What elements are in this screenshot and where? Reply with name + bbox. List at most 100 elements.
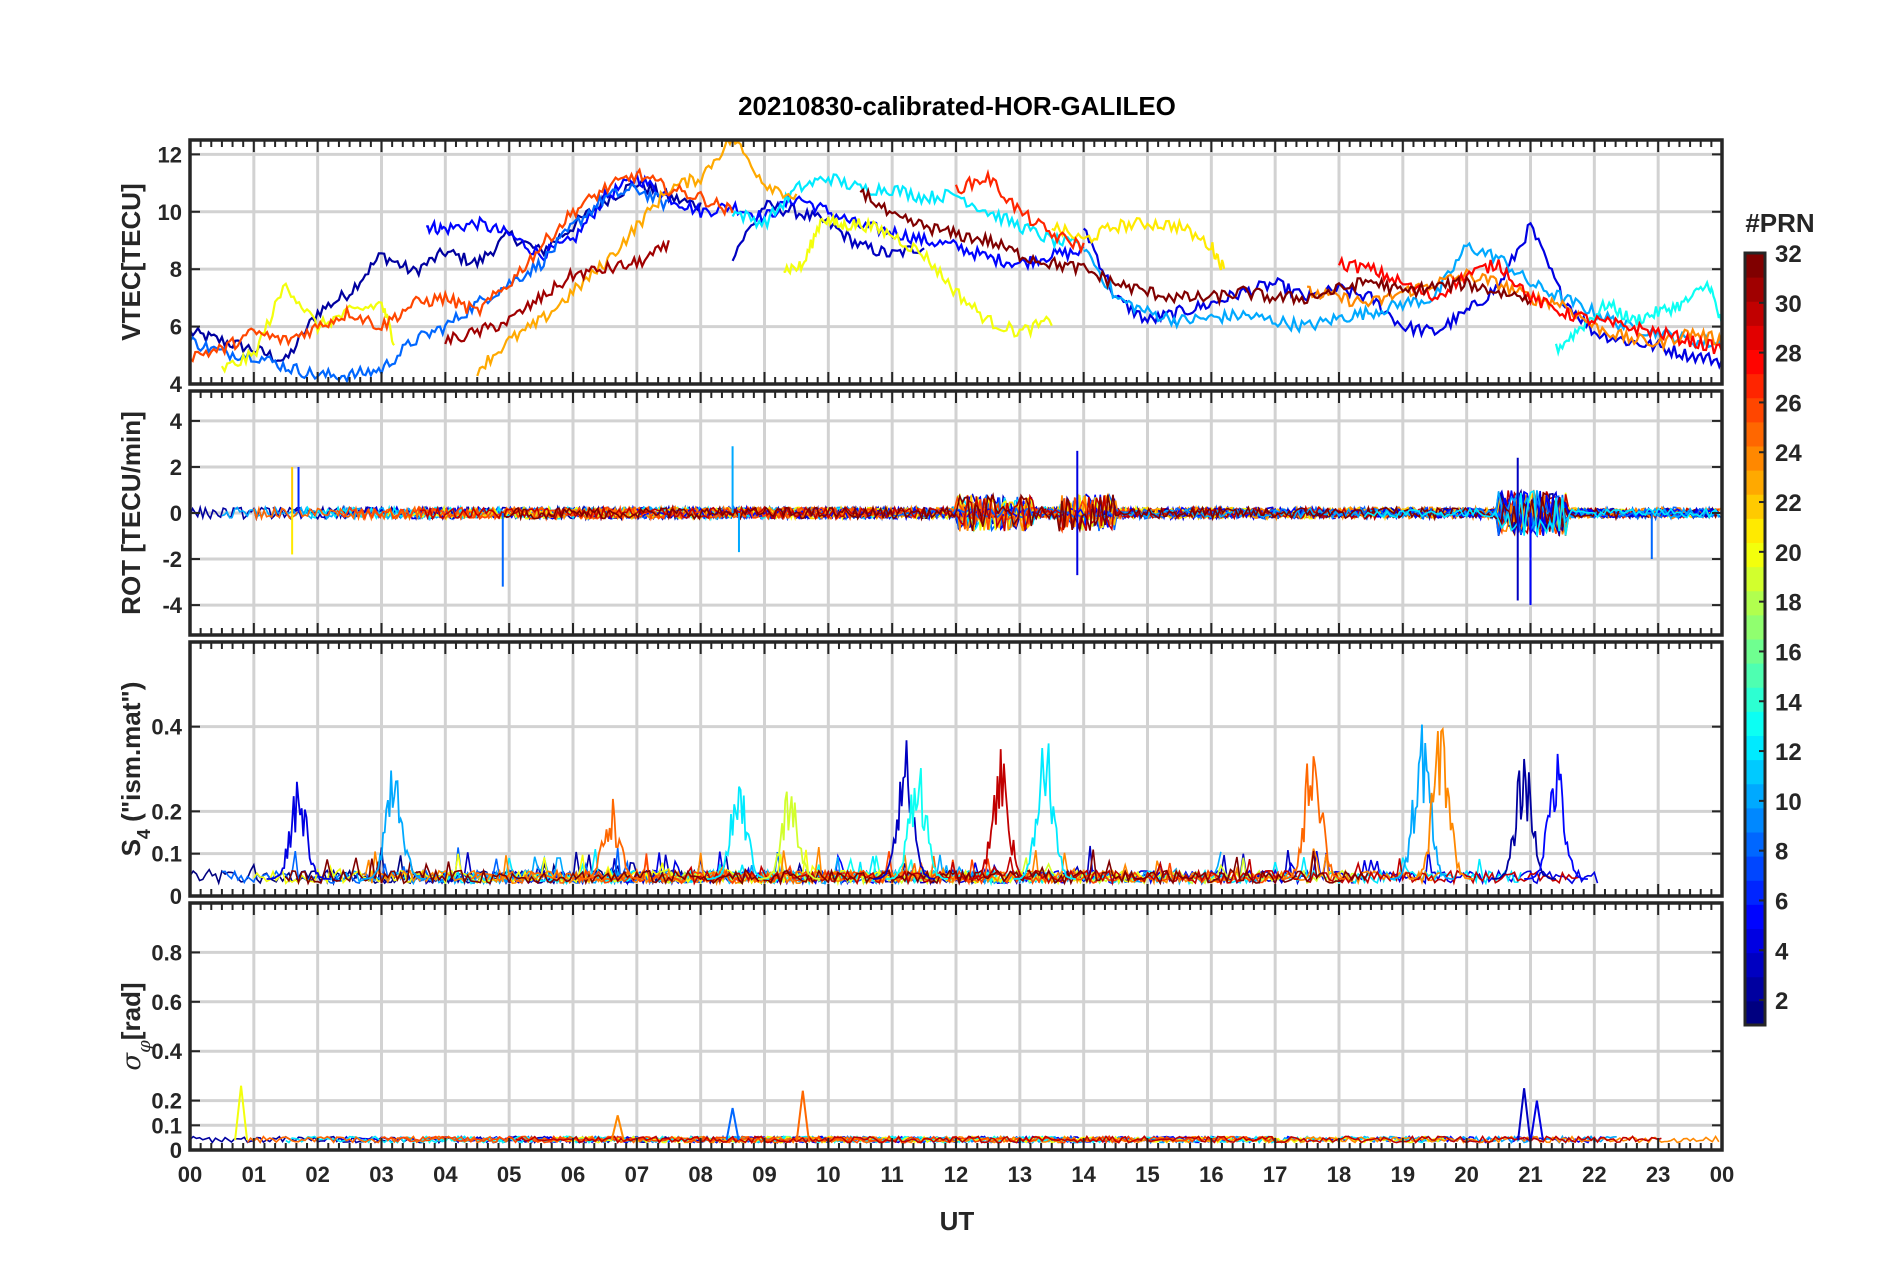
vtec-series-line	[1083, 241, 1722, 350]
colorbar-tick-label: 10	[1775, 789, 1802, 816]
chart-title: 20210830-calibrated-HOR-GALILEO	[738, 91, 1176, 121]
colorbar-swatch	[1745, 349, 1765, 375]
colorbar-tick-label: 18	[1775, 590, 1802, 617]
colorbar-tick-label: 20	[1775, 540, 1802, 567]
axis-ticks	[189, 140, 1723, 385]
data-lines	[190, 446, 1722, 606]
s4-peak	[362, 770, 427, 880]
colorbar-tick-label: 8	[1775, 839, 1788, 866]
colorbar-swatch	[1745, 373, 1765, 399]
rot-panel: -4 -2 0 2 4 ROT [TECU/min]	[116, 389, 1724, 637]
x-axis-label: UT	[940, 1206, 975, 1236]
x-tick-label: 17	[1263, 1162, 1287, 1187]
sigma-phi-panel: 00.10.2 0.4 0.6 0.8 σφ[rad] 00 01 02 03 04 05 06 07 0…	[116, 901, 1734, 1187]
y-tick-label: 0.2	[151, 1089, 182, 1114]
rot-series-line	[1363, 489, 1720, 536]
x-tick-label: 00	[1710, 1162, 1734, 1187]
colorbar-swatch	[1745, 470, 1765, 495]
s4-peak	[1390, 724, 1454, 880]
vtec-series-line	[220, 281, 396, 374]
colorbar-tick-label: 12	[1775, 739, 1802, 766]
colorbar-swatch	[1745, 711, 1765, 736]
colorbar-swatch	[1745, 566, 1765, 592]
data-lines	[190, 1085, 1720, 1145]
colorbar-swatch	[1745, 590, 1765, 616]
y-tick-label: 0.6	[151, 990, 182, 1015]
s4-peak	[707, 786, 770, 880]
vtec-series-line	[783, 212, 1053, 340]
sigma-peak	[234, 1085, 249, 1141]
colorbar-swatch	[1745, 253, 1765, 278]
s4-peak	[1409, 726, 1474, 880]
x-tick-label: 13	[1008, 1162, 1032, 1187]
x-tick-label: 07	[625, 1162, 649, 1187]
x-tick-label: 22	[1582, 1162, 1606, 1187]
colorbar-swatch	[1745, 494, 1765, 519]
colorbar-swatch	[1745, 397, 1765, 423]
colorbar-swatch	[1745, 832, 1765, 857]
colorbar-swatch	[1745, 518, 1765, 543]
x-tick-label: 21	[1518, 1162, 1542, 1187]
x-tick-label: 08	[688, 1162, 712, 1187]
vtec-series-line	[954, 168, 1085, 255]
s4-peak	[1524, 753, 1588, 880]
x-tick-label: 05	[497, 1162, 521, 1187]
colorbar-tick-label: 16	[1775, 639, 1802, 666]
y-tick-label: 0.8	[151, 940, 182, 965]
colorbar-swatch	[1745, 614, 1765, 640]
colorbar-swatch	[1745, 446, 1765, 471]
sigma-peak	[725, 1107, 740, 1141]
y-axis-label: ROT [TECU/min]	[116, 411, 146, 615]
x-tick-label: 11	[881, 1162, 904, 1187]
colorbar-swatch	[1745, 421, 1765, 447]
vtec-series-line	[1082, 221, 1722, 370]
vtec-series-line	[444, 239, 670, 347]
y-tick-label: 12	[158, 142, 182, 167]
vtec-series-line	[859, 186, 1532, 307]
y-tick-label: 2	[170, 455, 182, 480]
y-tick-label: 4	[170, 409, 183, 434]
y-tick-label: 6	[170, 315, 182, 340]
colorbar-swatch	[1745, 301, 1765, 326]
axis-ticks	[189, 391, 1723, 635]
x-tick-label: 14	[1071, 1162, 1096, 1187]
y-tick-label: 0	[170, 884, 182, 909]
s4-peak	[758, 791, 821, 880]
colorbar-tick-label: 22	[1775, 490, 1802, 517]
s4-peak	[1281, 756, 1346, 880]
colorbar-tick-label: 30	[1775, 291, 1802, 318]
s4-peak	[968, 749, 1032, 880]
x-tick-label: 10	[816, 1162, 840, 1187]
colorbar-swatch	[1745, 783, 1765, 809]
s4-peak	[885, 768, 949, 880]
vtec-series-line	[1051, 217, 1226, 271]
y-tick-label: 0	[170, 501, 182, 526]
colorbar-swatch	[1745, 807, 1765, 833]
colorbar-swatch	[1745, 880, 1765, 905]
colorbar-swatch	[1745, 277, 1765, 302]
s4-series-line	[285, 849, 1369, 886]
sigma-peak	[610, 1115, 625, 1141]
y-axis-label: VTEC[TECU]	[116, 183, 146, 340]
colorbar-swatch	[1745, 856, 1765, 881]
y-tick-label: 0	[170, 1138, 182, 1163]
rot-series-line	[502, 492, 1620, 534]
x-tick-label: 23	[1646, 1162, 1670, 1187]
y-tick-label: 10	[158, 200, 182, 225]
y-tick-label: 0.1	[151, 842, 182, 867]
s4-peak	[579, 798, 642, 880]
y-tick-label: 4	[170, 372, 183, 397]
colorbar-tick-label: 4	[1775, 938, 1789, 965]
colorbar-swatch	[1745, 325, 1765, 350]
rot-series-line	[1121, 490, 1720, 533]
x-tick-label: 12	[944, 1162, 968, 1187]
sigma-peak	[795, 1090, 810, 1141]
vtec-series-line	[476, 140, 798, 377]
s4-peak	[1013, 743, 1076, 880]
colorbar-swatch	[1745, 759, 1765, 785]
s4-peak	[266, 781, 331, 880]
x-tick-label: 20	[1454, 1162, 1478, 1187]
colorbar-swatch	[1745, 639, 1765, 664]
